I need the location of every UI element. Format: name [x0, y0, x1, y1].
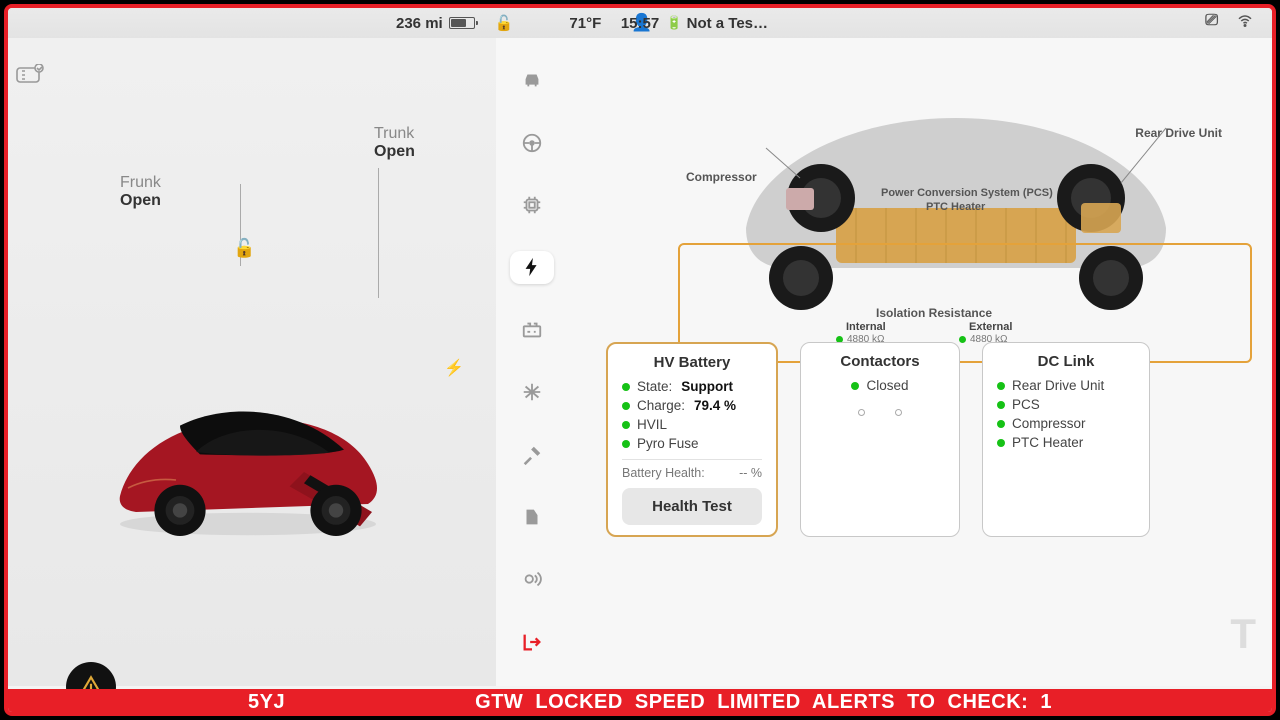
sidebar-hv-icon[interactable]	[510, 251, 554, 283]
sidebar-steering-icon[interactable]	[510, 126, 554, 158]
range-value: 236 mi	[396, 15, 443, 32]
ct-title: Contactors	[815, 353, 945, 370]
temp: 71°F	[569, 15, 601, 32]
trunk-state: Open	[374, 143, 415, 161]
health-test-button[interactable]: Health Test	[622, 488, 762, 525]
contactors-panel: Contactors Closed	[800, 342, 960, 537]
svg-text:PTC Heater: PTC Heater	[926, 201, 986, 213]
dash-cam-icon[interactable]	[16, 64, 44, 90]
vin-partial: 5YJ	[248, 691, 285, 714]
dc-title: DC Link	[997, 353, 1135, 370]
hv-charge: 79.4 %	[694, 398, 736, 413]
car-render[interactable]	[68, 376, 428, 536]
hv-battery-health: -- %	[739, 466, 762, 480]
frunk-label: Frunk	[120, 174, 161, 192]
sidebar-chip-icon[interactable]	[510, 189, 554, 221]
app-name[interactable]: 🔋Not a Tes…	[666, 15, 768, 32]
service-pane: Compressor Rear Drive Unit Power C	[496, 38, 1272, 686]
range-indicator: 236 mi	[396, 15, 475, 32]
wifi-icon[interactable]	[1236, 12, 1254, 35]
iso-resistance-title: Isolation Resistance	[876, 306, 992, 320]
status-bar: 236 mi 🔓 15:57 71°F 👤 🔋Not a Tes… ⎚	[8, 8, 1272, 38]
hv-pyro: Pyro Fuse	[637, 436, 699, 451]
dc-pcs: PCS	[1012, 397, 1040, 412]
service-sidebar	[496, 38, 568, 686]
sidebar-exit-icon[interactable]	[510, 626, 554, 658]
charge-port-icon[interactable]: ⚡	[444, 358, 464, 378]
iso-external-label: External	[969, 321, 1012, 333]
sidebar-brakes-icon[interactable]	[510, 501, 554, 533]
trunk-label: Trunk	[374, 125, 415, 143]
sidebar-vehicle-icon[interactable]	[510, 64, 554, 96]
sidebar-thermal-icon[interactable]	[510, 376, 554, 408]
car-lock-icon[interactable]: 🔓	[233, 238, 255, 259]
dc-link-panel: DC Link Rear Drive Unit PCS Compressor P…	[982, 342, 1150, 537]
frunk-label-box[interactable]: Frunk Open	[120, 174, 161, 210]
gateway-status: GTW LOCKED SPEED LIMITED ALERTS TO CHECK…	[475, 691, 1052, 714]
dc-rdu: Rear Drive Unit	[1012, 378, 1104, 393]
tesla-logo-icon: T	[1230, 610, 1256, 658]
sidebar-tools-icon[interactable]	[510, 438, 554, 470]
ct-state: Closed	[866, 378, 908, 393]
hv-state: Support	[681, 379, 733, 394]
sidebar-lvbattery-icon[interactable]	[510, 314, 554, 346]
frunk-state: Open	[120, 192, 161, 210]
hv-title: HV Battery	[622, 354, 762, 371]
bottom-status-banner: 5YJ GTW LOCKED SPEED LIMITED ALERTS TO C…	[8, 689, 1272, 715]
clock: 15:57	[621, 15, 659, 32]
cabin-heat-icon[interactable]: ⎚	[1205, 12, 1218, 35]
iso-internal-label: Internal	[846, 321, 886, 333]
car-view-pane: Frunk Open Trunk Open 🔓 ⚡	[8, 38, 496, 686]
dc-ptc: PTC Heater	[1012, 435, 1083, 450]
hv-hvil: HVIL	[637, 417, 667, 432]
trunk-label-box[interactable]: Trunk Open	[374, 125, 415, 161]
chassis-render: Power Conversion System (PCS) PTC Heater	[726, 88, 1186, 308]
svg-text:Power Conversion System (PCS): Power Conversion System (PCS)	[881, 187, 1053, 199]
battery-icon	[449, 17, 475, 29]
dc-compressor: Compressor	[1012, 416, 1086, 431]
sidebar-sensors-icon[interactable]	[510, 563, 554, 595]
lock-icon[interactable]: 🔓	[495, 14, 514, 32]
hv-battery-panel: HV Battery State:Support Charge:79.4 % H…	[606, 342, 778, 537]
